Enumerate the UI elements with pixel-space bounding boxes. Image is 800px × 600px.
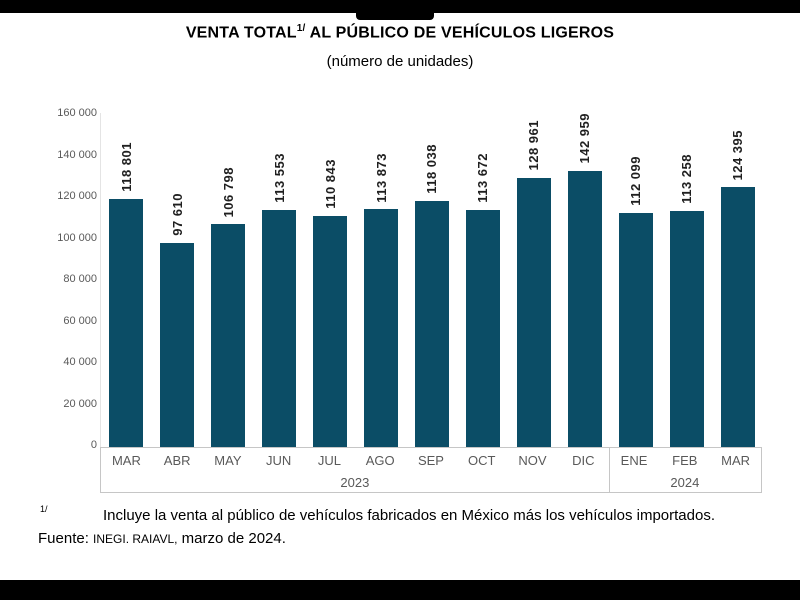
y-tick-label: 100 000 [57, 231, 97, 244]
bar-value-label: 128 961 [526, 120, 542, 171]
bar-value-label: 106 798 [220, 166, 236, 218]
y-tick-label: 60 000 [63, 314, 97, 327]
bar-value-label: 124 395 [730, 129, 746, 181]
month-label-ene-10: ENE [620, 452, 648, 468]
letterbox-top-tab [356, 13, 434, 20]
source-prefix: Fuente: [38, 530, 94, 547]
month-label-feb-11: FEB [672, 452, 698, 468]
bar-ago-5 [364, 209, 399, 447]
bar-value-label: 142 959 [577, 113, 593, 164]
x-axis-box: MAR ABR MAY JUN JUL AGO SEP OCT NOV DIC ENE FEB MAR … [100, 447, 762, 493]
bar-abr-1 [160, 243, 195, 447]
bar-slot-oct-7: 113 672 [457, 113, 508, 447]
bar-mar-0 [109, 199, 144, 447]
y-tick-label: 160 000 [57, 107, 97, 119]
bar-value-label: 118 038 [424, 143, 440, 194]
bar-sep-6 [414, 200, 449, 447]
bar-slot-sep-6: 118 038 [407, 113, 458, 447]
bar-plot-area: 118 801 97 610 106 798 113 553 110 843 113 87… [100, 113, 763, 447]
bar-dic-9 [567, 170, 602, 447]
bar-oct-7 [465, 209, 500, 447]
bar-slot-ago-5: 113 873 [356, 113, 407, 447]
bar-value-label: 112 099 [628, 156, 644, 206]
month-label-abr-1: ABR [163, 452, 191, 468]
month-label-jul-4: JUL [317, 452, 341, 468]
bar-slot-mar-0: 118 801 [101, 113, 152, 447]
bar-value-label: 110 843 [322, 158, 338, 209]
year-label-2023: 2023 [340, 474, 370, 490]
footnote-text: Incluye la venta al público de vehículos… [103, 507, 715, 524]
bar-jun-3 [262, 209, 297, 447]
bar-value-label: 113 873 [373, 152, 389, 203]
bar-nov-8 [516, 177, 551, 447]
bar-feb-11 [669, 210, 704, 447]
bar-value-label: 113 672 [475, 152, 491, 203]
bar-slot-abr-1: 97 610 [152, 113, 203, 447]
bar-may-2 [211, 224, 246, 447]
chart-title-footnote-marker: 1/ [296, 23, 306, 34]
chart-title-main: VENTA TOTAL [185, 24, 297, 42]
bar-value-label: 97 610 [169, 193, 185, 237]
year-label-2024: 2024 [670, 474, 700, 490]
month-labels-row: MAR ABR MAY JUN JUL AGO SEP OCT NOV DIC ENE FEB MAR [101, 448, 761, 472]
y-tick-label: 20 000 [63, 397, 97, 410]
y-tick-label: 140 000 [57, 148, 97, 161]
y-tick-label: 120 000 [57, 190, 97, 202]
month-label-ago-5: AGO [365, 452, 395, 468]
bar-value-label: 113 258 [679, 153, 695, 204]
chart-subtitle: (número de unidades) [326, 53, 474, 70]
source-line: Fuente: INEGI. RAIAVL, marzo de 2024. [38, 530, 286, 547]
y-tick-label: 0 [90, 439, 97, 451]
month-label-dic-9: DIC [572, 452, 595, 468]
month-label-nov-8: NOV [518, 452, 547, 468]
month-label-jun-3: JUN [266, 452, 292, 468]
footnote-marker: 1/ [40, 504, 48, 514]
y-tick-label: 40 000 [63, 356, 97, 368]
source-date: marzo de 2024. [177, 530, 286, 547]
bar-slot-nov-8: 128 961 [508, 113, 559, 447]
bar-slot-jun-3: 113 553 [254, 113, 305, 447]
bar-slot-mar-12: 124 395 [712, 113, 763, 447]
bar-slot-jul-4: 110 843 [305, 113, 356, 447]
bar-slot-feb-11: 113 258 [661, 113, 712, 447]
bar-jul-4 [313, 215, 348, 447]
month-label-sep-6: SEP [417, 452, 444, 468]
chart-title-rest: AL PÚBLICO DE VEHÍCULOS LIGEROS [309, 24, 615, 42]
year-labels-row: 2023 2024 [101, 472, 761, 492]
year-divider-line [608, 448, 610, 492]
bar-mar-12 [720, 187, 755, 447]
letterbox-top [0, 0, 800, 13]
month-label-mar-12: MAR [721, 452, 751, 468]
bar-slot-may-2: 106 798 [203, 113, 254, 447]
month-label-oct-7: OCT [468, 452, 496, 468]
bar-slot-dic-9: 142 959 [559, 113, 610, 447]
y-tick-label: 80 000 [63, 273, 97, 285]
month-label-mar-0: MAR [111, 452, 141, 468]
bar-value-label: 113 553 [271, 153, 287, 203]
bar-ene-10 [618, 213, 653, 447]
letterbox-bottom [0, 580, 800, 600]
chart-title: VENTA TOTAL1/ AL PÚBLICO DE VEHÍCULOS LI… [0, 23, 800, 42]
bar-slot-ene-10: 112 099 [610, 113, 661, 447]
month-label-may-2: MAY [214, 452, 242, 468]
source-institution: INEGI. RAIAVL, [93, 532, 178, 546]
y-axis: 160 000 140 000 120 000 100 000 80 000 60 000… [30, 107, 97, 451]
bar-value-label: 118 801 [118, 142, 134, 193]
